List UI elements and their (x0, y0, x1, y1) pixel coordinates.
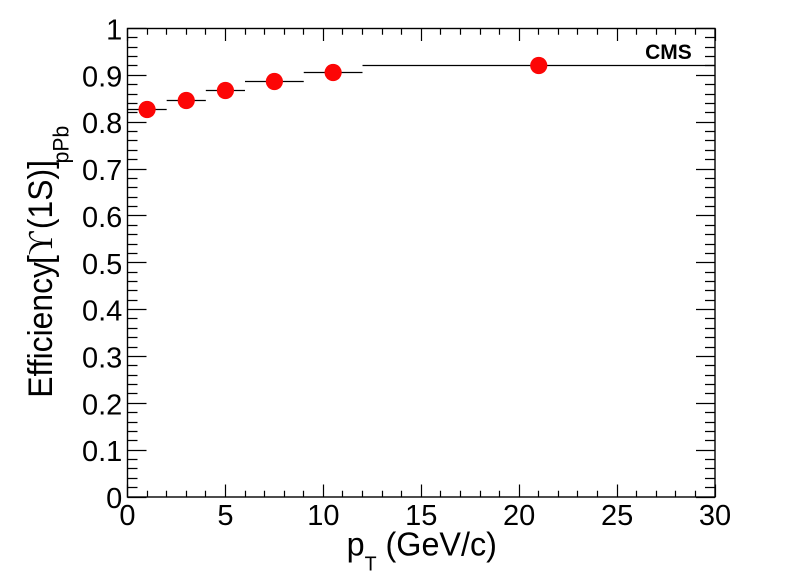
svg-text:pT (GeV/c): pT (GeV/c) (347, 525, 497, 572)
svg-text:15: 15 (405, 500, 437, 532)
svg-text:0.4: 0.4 (82, 296, 122, 328)
svg-text:CMS: CMS (645, 41, 692, 64)
svg-text:0: 0 (119, 500, 135, 532)
svg-text:20: 20 (503, 500, 535, 532)
svg-text:0.6: 0.6 (82, 202, 122, 234)
svg-text:1: 1 (106, 15, 122, 47)
svg-text:0: 0 (106, 483, 122, 515)
svg-text:0.8: 0.8 (82, 108, 122, 140)
svg-text:10: 10 (307, 500, 339, 532)
svg-text:0.1: 0.1 (82, 436, 122, 468)
svg-text:0.3: 0.3 (82, 342, 122, 374)
svg-text:5: 5 (217, 500, 233, 532)
svg-text:0.9: 0.9 (82, 61, 122, 93)
svg-text:0.2: 0.2 (82, 389, 122, 421)
svg-text:30: 30 (699, 500, 731, 532)
svg-text:0.5: 0.5 (82, 249, 122, 281)
svg-text:25: 25 (601, 500, 633, 532)
svg-text:0.7: 0.7 (82, 155, 122, 187)
